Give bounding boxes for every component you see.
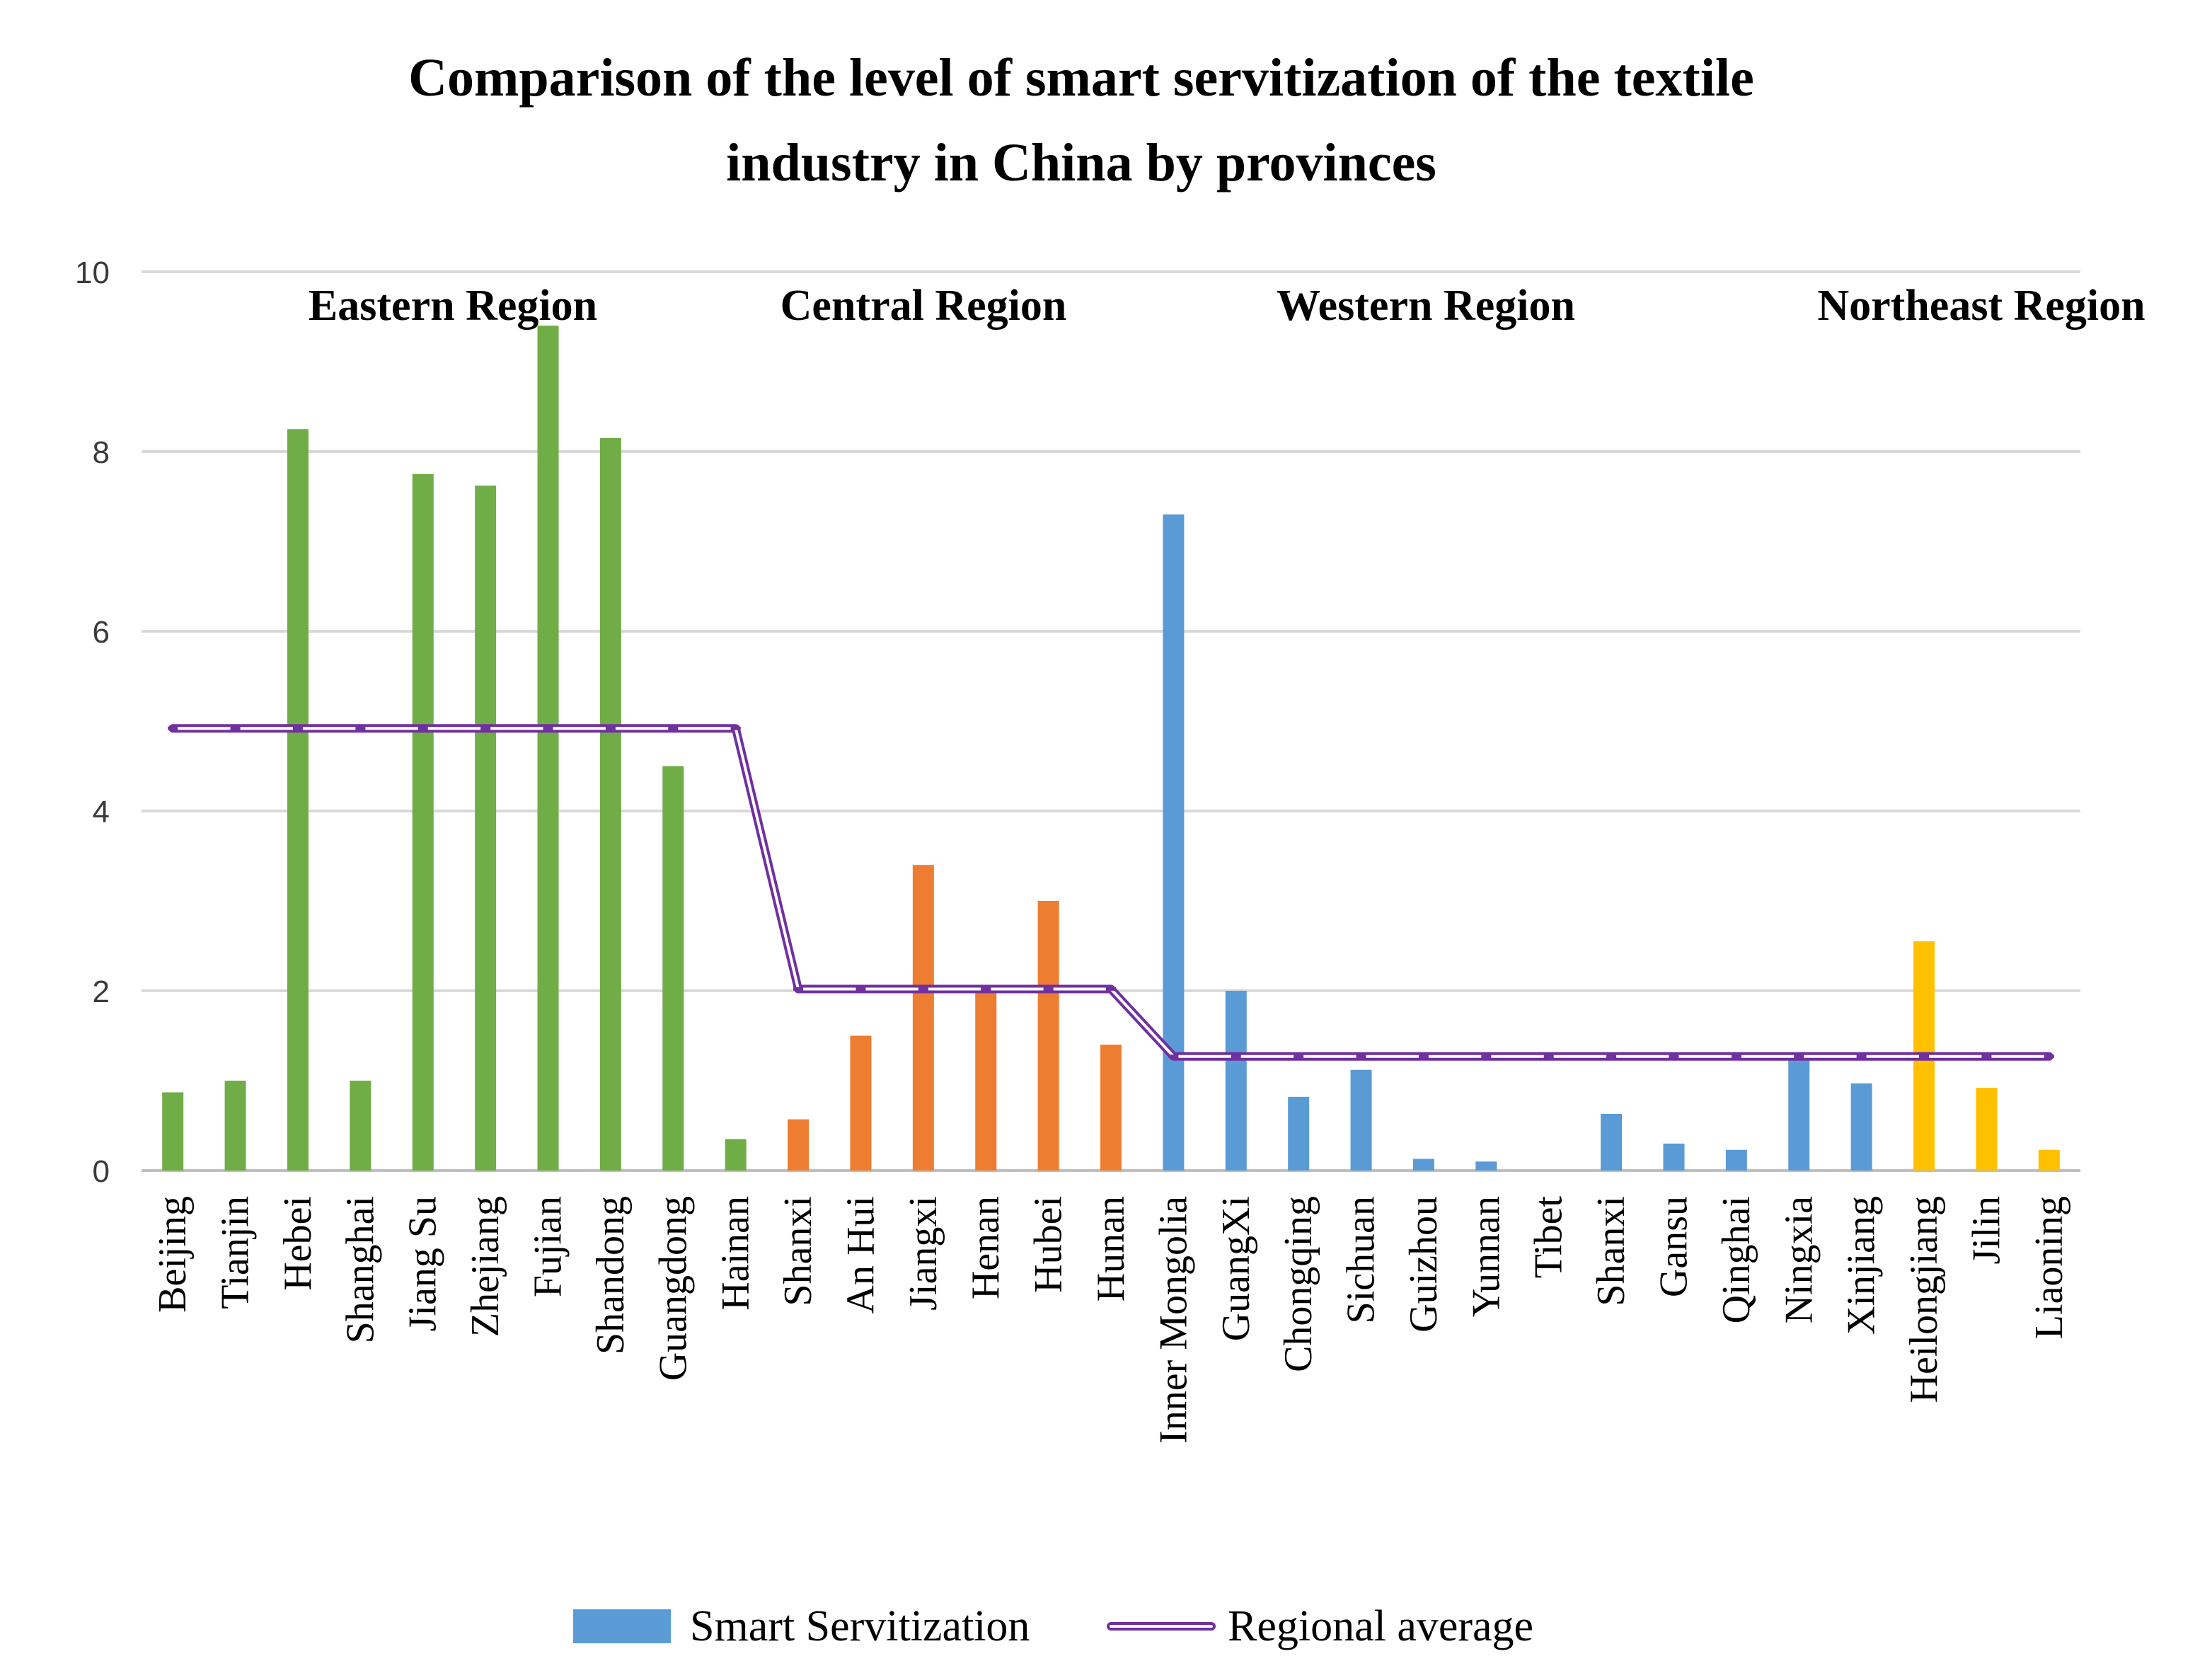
x-tick-label-24: Gansu — [1652, 1196, 1695, 1297]
x-tick-label-25: Qinghai — [1715, 1196, 1758, 1323]
x-tick-label-14: Hubei — [1027, 1196, 1071, 1293]
bar-henan-13 — [975, 991, 997, 1171]
y-tick-label-0: 0 — [93, 1154, 110, 1189]
bar-guangxi-17 — [1225, 991, 1247, 1171]
x-tick-label-21: Yunnan — [1464, 1196, 1508, 1317]
x-tick-label-16: Inner Mongolia — [1151, 1196, 1195, 1444]
bar-an-hui-11 — [850, 1035, 872, 1171]
bar-jilin-29 — [1976, 1088, 1998, 1171]
x-tick-label-7: Shandong — [589, 1196, 633, 1355]
chart-title-line-1: Comparison of the level of smart serviti… — [408, 48, 1754, 108]
chart-title: Comparison of the level of smart serviti… — [408, 48, 1754, 192]
bar-xinjiang-27 — [1850, 1083, 1872, 1171]
y-gridlines — [142, 270, 2080, 1172]
y-tick-label-2: 2 — [93, 975, 110, 1009]
bar-guangdong-8 — [662, 766, 684, 1171]
x-tick-label-10: Shanxi — [776, 1196, 820, 1306]
legend-line-label: Regional average — [1228, 1602, 1533, 1650]
bar-gansu-24 — [1663, 1143, 1685, 1171]
bar-series — [162, 326, 2060, 1171]
x-tick-label-15: Hunan — [1089, 1196, 1133, 1301]
x-tick-label-30: Liaoning — [2027, 1196, 2071, 1339]
x-tick-label-9: Hainan — [714, 1196, 758, 1311]
bar-hainan-9 — [725, 1139, 747, 1171]
bar-fujian-6 — [537, 326, 559, 1171]
y-tick-label-4: 4 — [93, 795, 110, 829]
bar-liaoning-30 — [2038, 1149, 2060, 1171]
x-tick-label-3: Shanghai — [338, 1196, 382, 1343]
bar-ningxia-26 — [1788, 1058, 1810, 1171]
x-tick-label-18: Chongqing — [1277, 1196, 1320, 1372]
bar-shandong-7 — [599, 437, 621, 1171]
x-tick-label-22: Tibet — [1527, 1196, 1571, 1279]
bar-jiangxi-12 — [912, 865, 934, 1171]
x-tick-label-27: Xinjiang — [1840, 1196, 1884, 1335]
region-label-northeast: Northeast Region — [1817, 282, 2145, 330]
x-tick-label-23: Shanxi — [1589, 1196, 1633, 1306]
bar-jiang-su-4 — [412, 473, 434, 1171]
x-tick-label-17: GuangXi — [1214, 1196, 1258, 1341]
regional-average-series — [168, 724, 2054, 1061]
x-tick-label-20: Guizhou — [1402, 1196, 1446, 1333]
bar-inner-mongolia-16 — [1163, 514, 1185, 1171]
x-tick-label-28: Heilongjiang — [1902, 1196, 1946, 1403]
x-tick-label-4: Jiang Su — [401, 1196, 445, 1331]
bar-zhejiang-5 — [475, 485, 497, 1171]
bar-beijing-0 — [162, 1092, 184, 1171]
region-label-central: Central Region — [780, 282, 1067, 330]
bar-yunnan-21 — [1475, 1161, 1497, 1171]
bar-sichuan-19 — [1350, 1069, 1372, 1171]
x-tick-label-13: Henan — [964, 1196, 1008, 1299]
x-tick-label-12: Jiangxi — [901, 1196, 945, 1311]
bar-hubei-14 — [1037, 901, 1059, 1171]
x-tick-label-6: Fujian — [526, 1196, 570, 1297]
x-tick-label-11: An Hui — [839, 1196, 882, 1313]
chart-title-line-2: industry in China by provinces — [726, 133, 1436, 192]
x-tick-label-19: Sichuan — [1340, 1196, 1383, 1323]
region-label-eastern: Eastern Region — [309, 282, 597, 330]
regional-average-line — [168, 724, 2053, 1061]
x-tick-label-2: Hebei — [276, 1196, 320, 1291]
y-tick-label-6: 6 — [93, 615, 110, 650]
regional-average-line-inner — [171, 727, 2051, 1058]
region-labels: Eastern Region Central Region Western Regi… — [309, 282, 2145, 330]
x-tick-label-26: Ningxia — [1777, 1196, 1821, 1324]
bar-qinghai-25 — [1725, 1149, 1747, 1171]
x-tick-label-0: Beijing — [151, 1196, 195, 1313]
x-axis-ticks: Beijing Tianjin Hebei Shanghai Jiang Su Zheji… — [151, 1196, 2071, 1444]
legend: Smart Servitization Regional average — [573, 1602, 1533, 1650]
legend-bar-label: Smart Servitization — [690, 1602, 1030, 1650]
y-tick-label-10: 10 — [75, 255, 110, 290]
legend-bar-swatch — [573, 1609, 671, 1643]
bar-shanxi-23 — [1601, 1113, 1623, 1171]
bar-shanxi-10 — [788, 1119, 810, 1171]
x-tick-label-29: Jilin — [1964, 1196, 2008, 1264]
y-tick-label-8: 8 — [93, 435, 110, 470]
bar-chongqing-18 — [1288, 1096, 1310, 1171]
y-axis-ticks: 0 2 4 6 8 10 — [75, 255, 110, 1189]
bar-hunan-15 — [1100, 1045, 1122, 1171]
bar-tianjin-1 — [224, 1081, 246, 1171]
x-tick-label-5: Zhejiang — [463, 1196, 507, 1337]
x-tick-label-8: Guangdong — [651, 1196, 695, 1381]
bar-shanghai-3 — [350, 1081, 371, 1171]
region-label-western: Western Region — [1277, 282, 1575, 330]
x-tick-label-1: Tianjin — [214, 1196, 258, 1309]
bar-hebei-2 — [287, 429, 309, 1171]
bar-guizhou-20 — [1412, 1159, 1434, 1171]
